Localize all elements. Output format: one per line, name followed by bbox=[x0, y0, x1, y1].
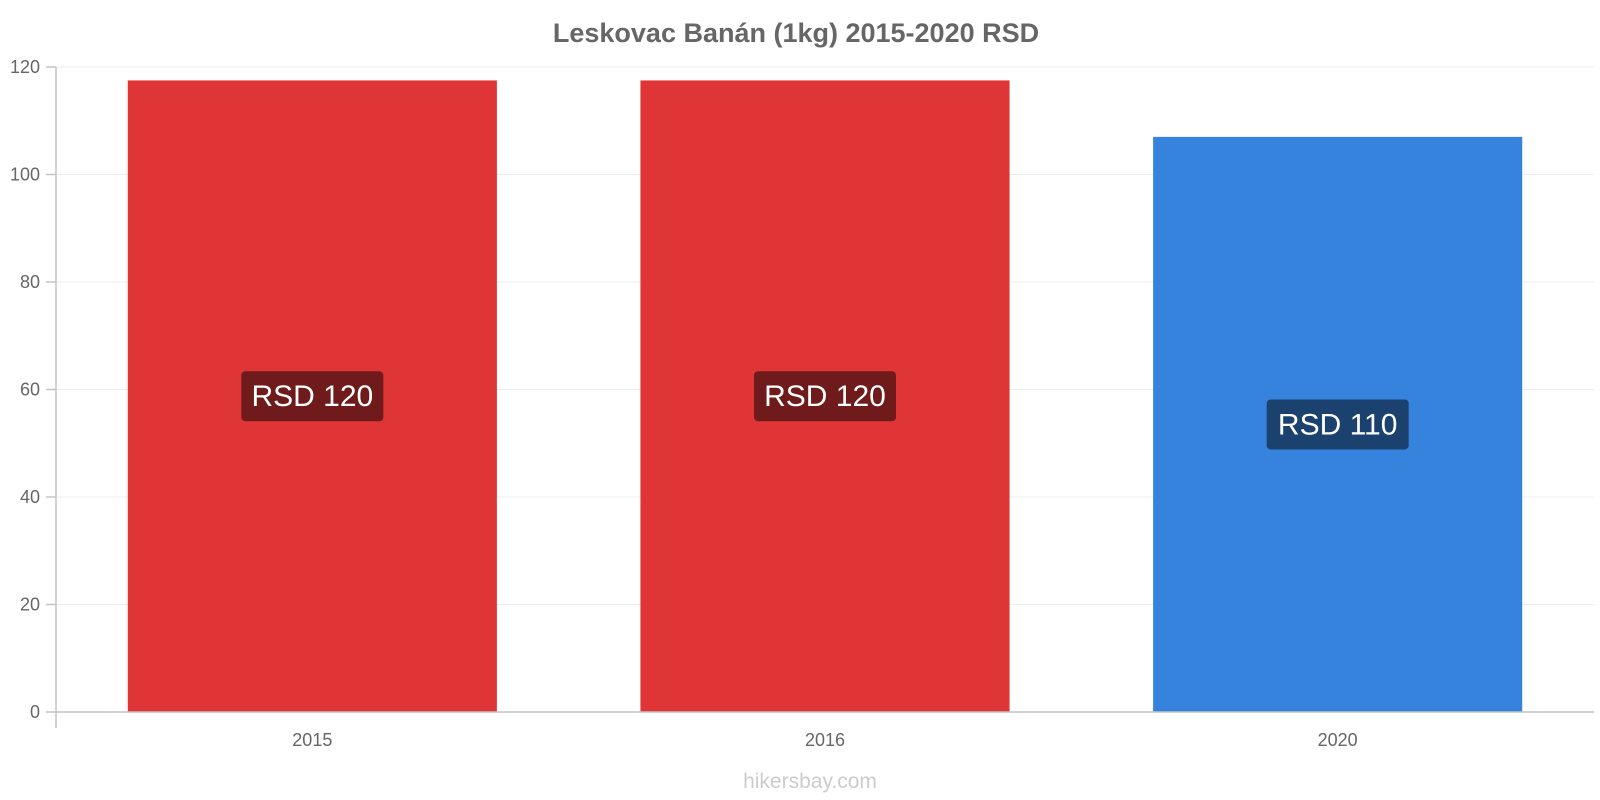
chart-title: Leskovac Banán (1kg) 2015-2020 RSD bbox=[553, 18, 1039, 48]
data-label-box bbox=[1266, 399, 1409, 450]
data-labels: RSD 120 RSD 120 RSD 110 bbox=[241, 371, 1409, 450]
y-tick-label: 120 bbox=[10, 57, 40, 77]
x-tick-label: 2020 bbox=[1318, 730, 1358, 750]
data-label: RSD 120 bbox=[764, 380, 886, 413]
y-axis-ticks: 0 20 40 60 80 100 120 bbox=[10, 57, 56, 722]
y-tick-label: 60 bbox=[20, 380, 40, 400]
data-label-box bbox=[241, 371, 384, 422]
data-label: RSD 110 bbox=[1278, 408, 1398, 441]
data-label: RSD 120 bbox=[251, 380, 373, 413]
y-tick-label: 80 bbox=[20, 272, 40, 292]
x-tick-label: 2015 bbox=[292, 730, 332, 750]
y-tick-label: 100 bbox=[10, 165, 40, 185]
data-label-box bbox=[754, 371, 896, 422]
x-tick-label: 2016 bbox=[805, 730, 845, 750]
y-tick-label: 20 bbox=[20, 595, 40, 615]
x-axis-ticks: 2015 2016 2020 bbox=[292, 730, 1357, 750]
watermark: hikersbay.com bbox=[743, 770, 877, 793]
y-tick-label: 40 bbox=[20, 487, 40, 507]
y-tick-label: 0 bbox=[30, 702, 40, 722]
